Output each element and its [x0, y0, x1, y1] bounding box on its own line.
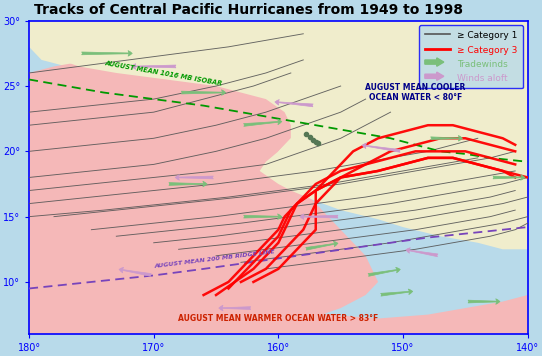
Polygon shape [29, 291, 528, 334]
Text: AUGUST MEAN COOLER
OCEAN WATER < 80°F: AUGUST MEAN COOLER OCEAN WATER < 80°F [365, 83, 466, 102]
Legend: ≥ Category 1, ≥ Category 3, Tradewinds, Winds aloft: ≥ Category 1, ≥ Category 3, Tradewinds, … [420, 25, 523, 88]
Polygon shape [29, 21, 528, 249]
Polygon shape [29, 53, 378, 334]
Text: AUGUST MEAN WARMER OCEAN WATER > 83°F: AUGUST MEAN WARMER OCEAN WATER > 83°F [178, 314, 378, 323]
Polygon shape [29, 21, 528, 249]
Text: Tracks of Central Pacific Hurricanes from 1949 to 1998: Tracks of Central Pacific Hurricanes fro… [34, 3, 463, 17]
Text: AUGUST MEAN 1016 MB ISOBAR: AUGUST MEAN 1016 MB ISOBAR [104, 61, 222, 87]
Text: AUGUST MEAN 200 MB RIDGE LINE: AUGUST MEAN 200 MB RIDGE LINE [154, 249, 275, 268]
